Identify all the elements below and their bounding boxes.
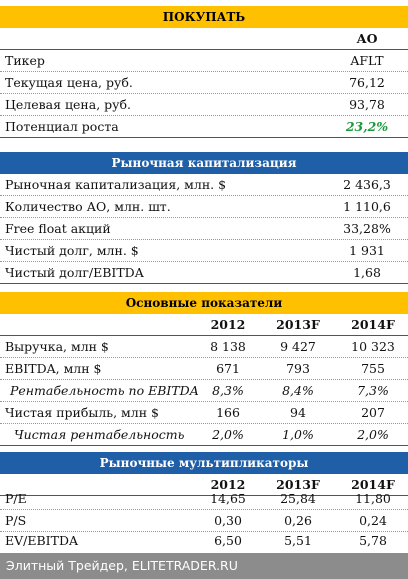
row-label: Рентабельность по EBITDA xyxy=(10,383,199,398)
cell-value: 14,65 xyxy=(210,491,246,506)
cell-value: 6,50 xyxy=(214,533,242,548)
row-value: 76,12 xyxy=(349,75,385,90)
cell-value: 5,51 xyxy=(284,533,312,548)
row-value: 1 931 xyxy=(349,243,385,258)
cell-value: 8 138 xyxy=(210,339,246,354)
cell-value: 166 xyxy=(216,405,240,420)
row-label: P/S xyxy=(5,513,27,528)
year-header: 2013F xyxy=(276,317,320,332)
market-cap-header: Рыночная капитализация xyxy=(0,152,408,174)
upside-value: 23,2% xyxy=(345,119,389,134)
year-header: 2012 xyxy=(210,477,246,492)
row-label: Тикер xyxy=(5,53,45,68)
cell-value: 0,24 xyxy=(359,513,387,528)
row-label: Количество АО, млн. шт. xyxy=(5,199,171,214)
row-label: Текущая цена, руб. xyxy=(5,75,133,90)
year-header: 2014F xyxy=(351,477,395,492)
row-label: Потенциал роста xyxy=(5,119,119,134)
cell-value: 94 xyxy=(290,405,306,420)
cell-value: 755 xyxy=(361,361,385,376)
table-row: Количество АО, млн. шт. 1 110,6 xyxy=(0,196,408,218)
quote-header-row: АО xyxy=(0,28,408,50)
table-row: Рыночная капитализация, млн. $ 2 436,3 xyxy=(0,174,408,196)
cell-value: 10 323 xyxy=(351,339,395,354)
table-row: EBITDA, млн $ 671 793 755 xyxy=(0,358,408,380)
table-row: P/S 0,30 0,26 0,24 xyxy=(0,510,408,532)
cell-value: 671 xyxy=(216,361,240,376)
cell-value: 0,30 xyxy=(214,513,242,528)
row-value: 2 436,3 xyxy=(343,177,391,192)
table-row: Free float акций 33,28% xyxy=(0,218,408,240)
table-row: Тикер AFLT xyxy=(0,50,408,72)
share-type-header: АО xyxy=(356,31,378,46)
cell-value: 9 427 xyxy=(280,339,316,354)
cell-value: 1,0% xyxy=(282,427,314,442)
table-row: EV/EBITDA 6,50 5,51 5,78 xyxy=(0,530,408,552)
row-value: 93,78 xyxy=(349,97,385,112)
year-header: 2014F xyxy=(351,317,395,332)
row-label: Выручка, млн $ xyxy=(5,339,109,354)
cell-value: 793 xyxy=(286,361,310,376)
cell-value: 207 xyxy=(361,405,385,420)
table-row: Целевая цена, руб. 93,78 xyxy=(0,94,408,116)
row-label: Чистая прибыль, млн $ xyxy=(5,405,159,420)
year-header: 2013F xyxy=(276,477,320,492)
table-row: Выручка, млн $ 8 138 9 427 10 323 xyxy=(0,336,408,358)
table-row: P/E 14,65 25,84 11,80 xyxy=(0,488,408,510)
recommendation-header: ПОКУПАТЬ xyxy=(0,6,408,28)
cell-value: 0,26 xyxy=(284,513,312,528)
row-label: Чистый долг/EBITDA xyxy=(5,265,144,280)
row-label: EV/EBITDA xyxy=(5,533,78,548)
years-header-row: 2012 2013F 2014F xyxy=(0,314,408,336)
fundamentals-header: Основные показатели xyxy=(0,292,408,314)
row-value: AFLT xyxy=(350,53,384,68)
cell-value: 11,80 xyxy=(355,491,391,506)
table-row: Рентабельность по EBITDA 8,3% 8,4% 7,3% xyxy=(0,380,408,402)
table-row: Потенциал роста 23,2% xyxy=(0,116,408,138)
row-label: Free float акций xyxy=(5,221,111,236)
row-label: Рыночная капитализация, млн. $ xyxy=(5,177,227,192)
year-header: 2012 xyxy=(210,317,246,332)
cell-value: 2,0% xyxy=(212,427,244,442)
row-label: Чистая рентабельность xyxy=(14,427,185,442)
row-label: Чистый долг, млн. $ xyxy=(5,243,139,258)
multiples-header: Рыночные мультипликаторы xyxy=(0,452,408,474)
cell-value: 7,3% xyxy=(357,383,389,398)
table-row: Чистый долг/EBITDA 1,68 xyxy=(0,262,408,284)
cell-value: 8,4% xyxy=(282,383,314,398)
row-label: EBITDA, млн $ xyxy=(5,361,102,376)
row-label: P/E xyxy=(5,491,27,506)
row-value: 33,28% xyxy=(343,221,391,236)
table-row: Чистая рентабельность 2,0% 1,0% 2,0% xyxy=(0,424,408,446)
cell-value: 25,84 xyxy=(280,491,316,506)
cell-value: 5,78 xyxy=(359,533,387,548)
row-value: 1,68 xyxy=(353,265,381,280)
row-label: Целевая цена, руб. xyxy=(5,97,132,112)
years-header-row: 2012 2013F 2014F xyxy=(0,474,408,496)
cell-value: 2,0% xyxy=(357,427,389,442)
footer-source: Элитный Трейдер, ELITETRADER.RU xyxy=(0,553,408,579)
row-value: 1 110,6 xyxy=(343,199,391,214)
table-row: Чистая прибыль, млн $ 166 94 207 xyxy=(0,402,408,424)
table-row: Текущая цена, руб. 76,12 xyxy=(0,72,408,94)
cell-value: 8,3% xyxy=(212,383,244,398)
table-row: Чистый долг, млн. $ 1 931 xyxy=(0,240,408,262)
